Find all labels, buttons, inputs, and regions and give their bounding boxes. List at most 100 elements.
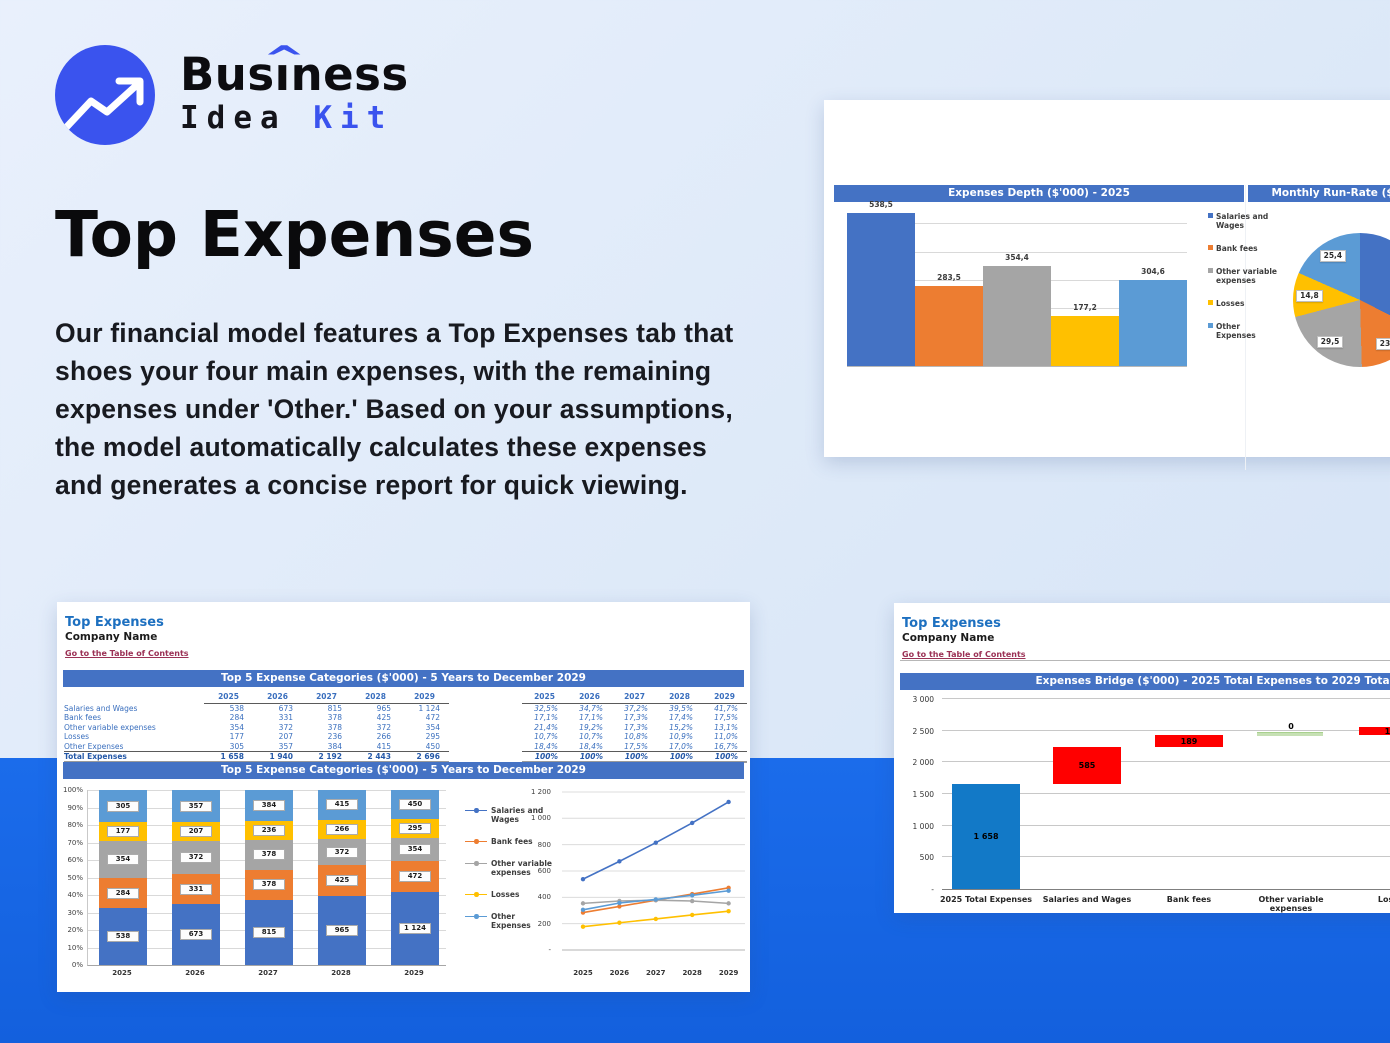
data-point-marker: [690, 820, 695, 826]
bar: [915, 285, 983, 366]
legend-swatch: [1208, 323, 1213, 328]
waterfall-value-label: 0: [1288, 721, 1294, 731]
data-point-marker: [690, 893, 695, 898]
y-axis-label: 200: [537, 919, 551, 928]
y-axis-label: 2 500: [912, 726, 934, 736]
x-axis-label: 2025: [573, 969, 593, 977]
table-row: 32,5% 34,7% 37,2% 39,5% 41,7%: [534, 704, 738, 713]
y-axis-label: 600: [537, 866, 551, 875]
brand-logo: Busı ^ ness Idea Kit: [55, 39, 409, 145]
gridline: [942, 761, 1390, 763]
data-point-marker: [726, 888, 731, 893]
table-row: Bank fees 284 331 378 425 472: [64, 713, 440, 723]
pie-value-label: 23,6: [1375, 337, 1390, 350]
y-axis-label: 1 500: [912, 789, 934, 799]
stack-value-label: 472: [399, 871, 431, 883]
logo-word-business: Busı ^ ness: [180, 39, 409, 99]
expenses-depth-legend: Salaries and Wages Bank fees Other variabl…: [1208, 212, 1282, 354]
y-axis-label: 50%: [67, 873, 83, 882]
legend-item: Salaries and Wages: [1208, 212, 1282, 230]
data-point-marker: [653, 916, 658, 922]
monthly-runrate-banner: Monthly Run-Rate ($'000) - 2025: [1248, 185, 1390, 202]
legend-item: Salaries and Wages: [465, 806, 555, 824]
stack-value-label: 354: [399, 844, 431, 856]
gridline: [847, 251, 1187, 253]
top5-stacked-bar-chart: 538 284 354 177 305 673 331 372 207 357 815 378 378 2…: [87, 790, 446, 966]
x-axis-label: 2026: [185, 969, 205, 977]
y-axis-label: 2 000: [912, 758, 934, 768]
table-row: Other variable expenses 354 372 378 372 354: [64, 722, 440, 732]
gridline: [942, 856, 1390, 858]
legend-item: Other variable expenses: [465, 859, 555, 877]
data-point-marker: [617, 900, 622, 906]
waterfall-value-label: 118: [1384, 727, 1390, 737]
y-axis-label: 70%: [67, 838, 83, 847]
y-axis-label: -: [931, 885, 934, 894]
y-axis-label: 10%: [67, 943, 83, 952]
top5-line-chart: [562, 791, 745, 951]
x-axis-label: 2026: [609, 969, 630, 977]
legend-dot: [474, 914, 479, 919]
waterfall-bar: [1053, 746, 1121, 784]
sheet-title: Top Expenses: [902, 616, 1001, 631]
y-axis-label: 60%: [67, 856, 83, 864]
sheet-title: Top Expenses: [65, 615, 164, 630]
data-point-marker: [580, 876, 586, 882]
stack-value-label: 378: [253, 849, 285, 861]
table-of-contents-link[interactable]: Go to the Table of Contents: [65, 649, 189, 658]
legend-label: Salaries and Wages: [491, 806, 544, 824]
x-axis-label: 2025 Total Expenses: [939, 895, 1033, 904]
expenses-bridge-banner: Expenses Bridge ($'000) - 2025 Total Exp…: [900, 673, 1390, 690]
x-axis-label: Losses: [1377, 895, 1390, 904]
header-divider: [900, 660, 1390, 661]
gridline: [847, 223, 1187, 225]
data-point-marker: [617, 904, 622, 909]
data-point-marker: [726, 908, 731, 914]
stack-value-label: 450: [399, 799, 431, 811]
legend-label: Losses: [491, 890, 520, 899]
legend-line-icon: [465, 890, 487, 898]
stack-value-label: 305: [107, 800, 139, 812]
table-of-contents-link[interactable]: Go to the Table of Contents: [902, 650, 1026, 659]
logo-wordmark: Busı ^ ness Idea Kit: [180, 39, 409, 145]
legend-label: Other Expenses: [1216, 322, 1256, 340]
stack-value-label: 295: [399, 823, 431, 835]
top5-chart-banner: Top 5 Expense Categories ($'000) - 5 Yea…: [63, 762, 744, 779]
table-row: Salaries and Wages 538 673 815 965 1 124: [64, 703, 440, 713]
logo-i-circumflex: ^: [262, 39, 306, 79]
page-description: Our financial model features a Top Expen…: [55, 318, 734, 500]
legend-line-icon: [465, 837, 487, 845]
stack-value-label: 384: [253, 799, 285, 811]
expenses-bridge-screenshot: Top Expenses Company Name Go to the Tabl…: [894, 603, 1390, 913]
y-axis-label: 40%: [67, 891, 83, 899]
stack-value-label: 372: [326, 846, 358, 858]
pie-value-label: 29,5: [1316, 335, 1344, 348]
legend-label: Other variable expenses: [491, 859, 553, 877]
data-point-marker: [726, 901, 731, 906]
x-axis-label: 2028: [682, 969, 702, 977]
bar-value-label: 354,4: [1005, 252, 1029, 262]
table-row: 21,4% 19,2% 17,3% 15,2% 13,1%: [534, 722, 738, 732]
data-point-marker: [617, 859, 622, 864]
legend-swatch: [1208, 268, 1213, 273]
waterfall-bar: [1359, 727, 1390, 735]
y-axis-label: 800: [537, 840, 551, 849]
legend-item: Other Expenses: [1208, 322, 1282, 340]
expenses-depth-banner: Expenses Depth ($'000) - 2025: [834, 185, 1244, 202]
stack-value-label: 177: [107, 826, 139, 838]
sheet-header: Top Expenses Company Name Go to the Tabl…: [65, 615, 189, 661]
waterfall-bar: [1155, 734, 1223, 747]
stack-value-label: 372: [180, 852, 212, 864]
stack-value-label: 207: [180, 826, 212, 838]
bar: [1051, 315, 1119, 366]
legend-item: Other Expenses: [465, 912, 555, 930]
legend-label: Other variable expenses: [1216, 267, 1278, 285]
chart-cell-divider: [1245, 185, 1246, 470]
x-axis-label: 2029: [718, 969, 739, 977]
expense-table-grid: 2025 2026 2027 2028 2029 32,5% 34,7% 37,2% 39,5%…: [522, 691, 747, 764]
table-row: 17,1% 17,1% 17,3% 17,4% 17,5%: [534, 713, 738, 723]
stack-value-label: 236: [253, 824, 285, 836]
y-axis-label: 1 000: [530, 814, 551, 823]
y-axis-label: 90%: [67, 803, 83, 812]
legend-item: Other variable expenses: [1208, 267, 1282, 285]
